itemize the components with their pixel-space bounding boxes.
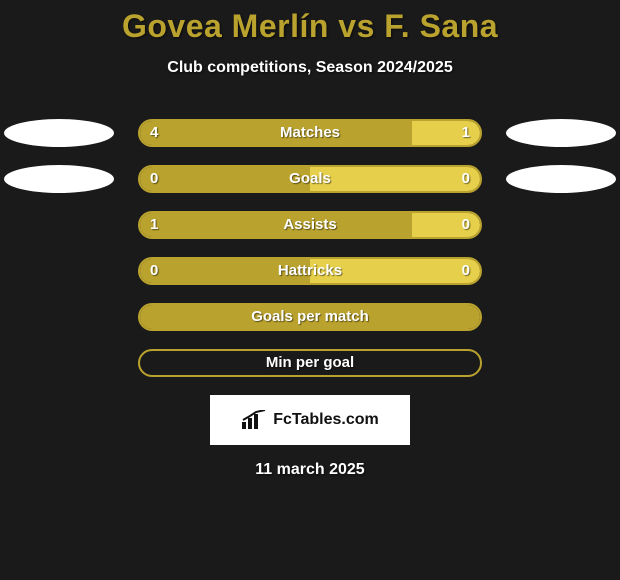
stat-bar-track xyxy=(138,257,482,285)
player-marker-right xyxy=(506,165,616,193)
stat-bar-track xyxy=(138,349,482,377)
stat-bar-right xyxy=(310,259,480,285)
stat-bar-right xyxy=(412,213,480,239)
stat-bar-left xyxy=(140,167,310,193)
stat-row: Hattricks00 xyxy=(0,257,620,285)
stat-rows: Matches41 Goals00 Assists10 Hattricks00 Goal… xyxy=(0,119,620,377)
player-marker-right xyxy=(506,119,616,147)
logo-badge: FcTables.com xyxy=(210,395,410,445)
stat-bar-track xyxy=(138,119,482,147)
stat-bar-track xyxy=(138,303,482,331)
stat-row: Matches41 xyxy=(0,119,620,147)
player-marker-left xyxy=(4,119,114,147)
stat-row: Goals per match xyxy=(0,303,620,331)
player-marker-left xyxy=(4,165,114,193)
stat-bar-track xyxy=(138,211,482,239)
chart-icon xyxy=(241,410,267,430)
stat-bar-right xyxy=(310,167,480,193)
stat-bar-right xyxy=(412,121,480,147)
page-title: Govea Merlín vs F. Sana xyxy=(0,8,620,45)
stat-row: Assists10 xyxy=(0,211,620,239)
comparison-card: Govea Merlín vs F. Sana Club competition… xyxy=(0,0,620,580)
stat-bar-left xyxy=(140,259,310,285)
stat-bar-left xyxy=(140,121,412,147)
footer-date: 11 march 2025 xyxy=(0,461,620,479)
stat-row: Goals00 xyxy=(0,165,620,193)
stat-bar-track xyxy=(138,165,482,193)
stat-bar-left xyxy=(140,305,480,331)
page-subtitle: Club competitions, Season 2024/2025 xyxy=(0,59,620,77)
logo-text: FcTables.com xyxy=(273,411,379,429)
stat-bar-left xyxy=(140,213,412,239)
stat-row: Min per goal xyxy=(0,349,620,377)
